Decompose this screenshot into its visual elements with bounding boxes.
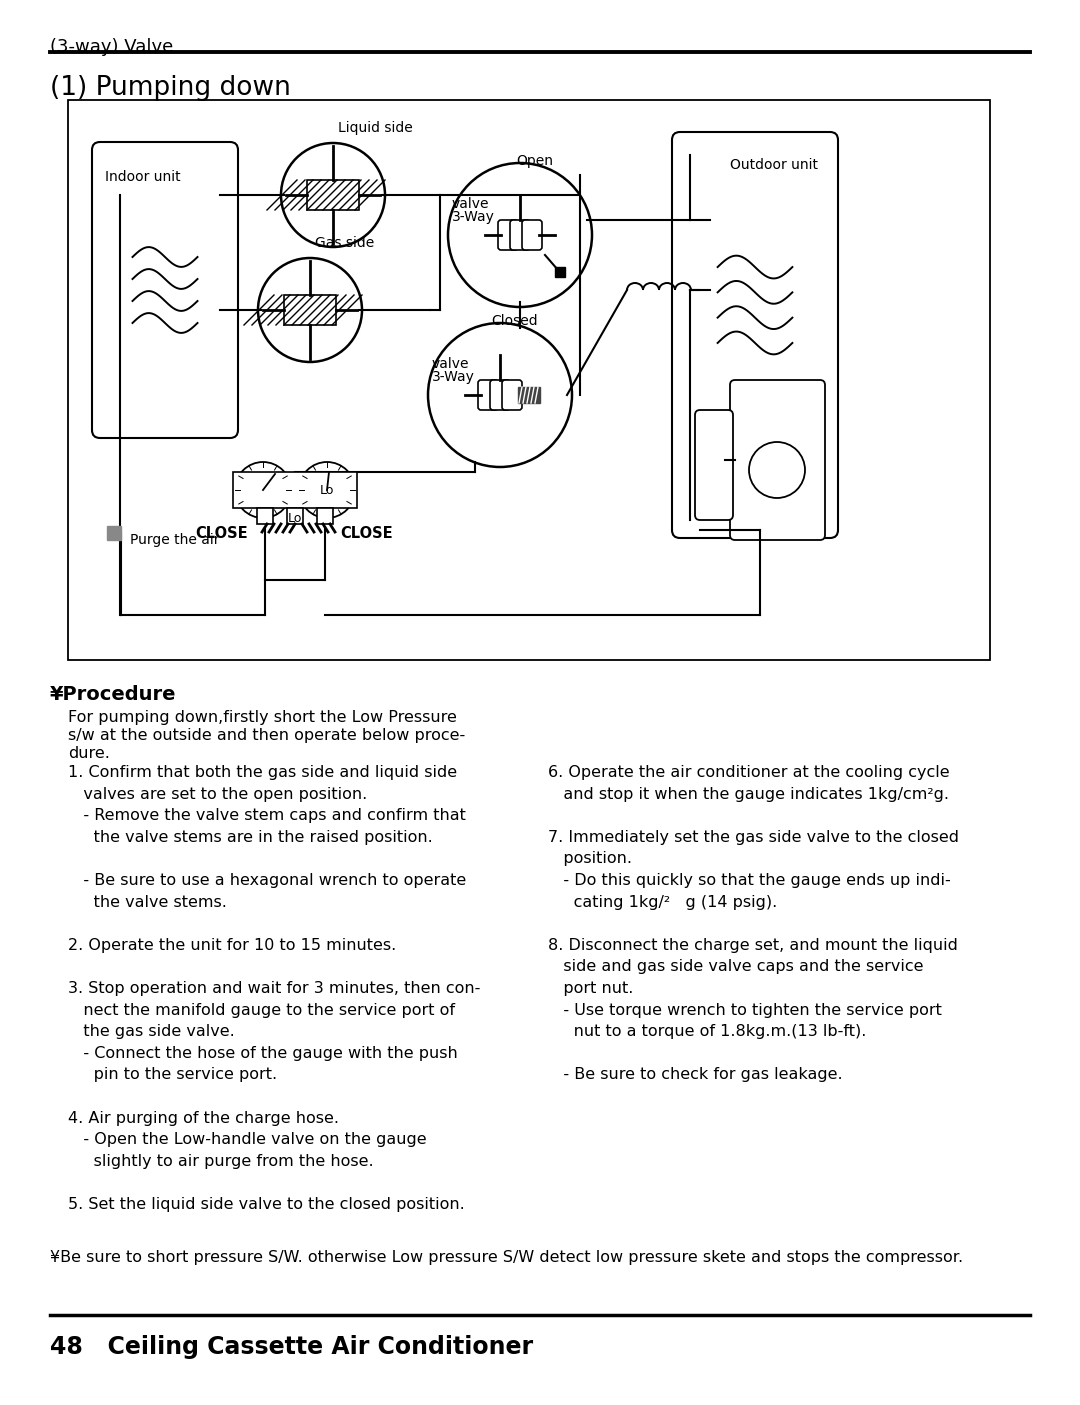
FancyBboxPatch shape [68,100,990,660]
Text: 3-Way: 3-Way [432,370,475,384]
FancyBboxPatch shape [478,379,498,410]
Bar [518,386,540,403]
Text: valve: valve [432,357,470,371]
Text: Liquid side: Liquid side [338,121,413,135]
FancyBboxPatch shape [498,221,518,250]
FancyBboxPatch shape [672,132,838,538]
Text: 48   Ceiling Cassette Air Conditioner: 48 Ceiling Cassette Air Conditioner [50,1335,534,1359]
FancyBboxPatch shape [502,379,522,410]
Text: Closed: Closed [491,313,538,327]
Text: 6. Operate the air conditioner at the cooling cycle
   and stop it when the gaug: 6. Operate the air conditioner at the co… [548,764,959,1082]
Text: Indoor unit: Indoor unit [105,170,180,184]
Text: dure.: dure. [68,746,110,762]
Text: 1. Confirm that both the gas side and liquid side
   valves are set to the open : 1. Confirm that both the gas side and li… [68,764,481,1213]
Text: For pumping down,firstly short the Low Pressure: For pumping down,firstly short the Low P… [68,710,457,725]
Text: Open: Open [516,155,554,169]
Text: Lo: Lo [287,511,302,525]
Text: Gas side: Gas side [315,236,375,250]
Text: Lo: Lo [320,483,334,496]
Bar [257,509,273,524]
Text: ¥Be sure to short pressure S/W. otherwise Low pressure S/W detect low pressure s: ¥Be sure to short pressure S/W. otherwis… [50,1250,963,1264]
Text: valve: valve [453,197,489,211]
Bar [307,180,359,209]
FancyBboxPatch shape [730,379,825,540]
Bar [318,509,333,524]
Text: Outdoor unit: Outdoor unit [730,157,818,171]
FancyBboxPatch shape [92,142,238,438]
FancyBboxPatch shape [510,221,530,250]
Bar [287,509,303,524]
Bar [233,472,357,509]
Text: (1) Pumping down: (1) Pumping down [50,74,291,101]
FancyBboxPatch shape [522,221,542,250]
Bar [284,295,336,325]
Text: s/w at the outside and then operate below proce-: s/w at the outside and then operate belo… [68,728,465,743]
FancyBboxPatch shape [696,410,733,520]
Text: (3-way) Valve: (3-way) Valve [50,38,173,56]
Bar [555,267,565,277]
Text: 3-Way: 3-Way [453,209,495,223]
Text: CLOSE: CLOSE [195,525,247,541]
Text: CLOSE: CLOSE [340,525,393,541]
FancyBboxPatch shape [490,379,510,410]
Text: Purge the air: Purge the air [130,532,219,547]
Text: ¥Procedure: ¥Procedure [50,686,176,704]
Bar [107,525,121,540]
